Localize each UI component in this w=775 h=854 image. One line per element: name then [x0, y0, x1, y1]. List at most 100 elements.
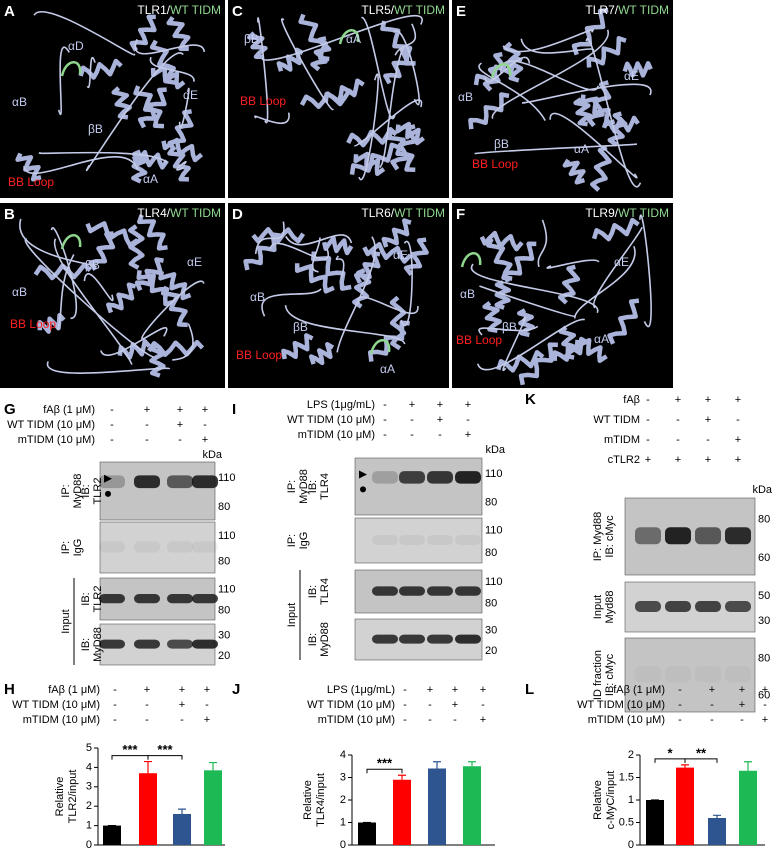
tidm-peptide: [338, 29, 360, 45]
y-tick-label: 0.5: [619, 816, 634, 828]
condition-label: LPS (1μg/mL): [307, 399, 375, 411]
helix: [111, 86, 132, 120]
helix: [128, 224, 145, 270]
panel-title: TLR6/WT TIDM: [361, 206, 445, 220]
helix: [310, 36, 332, 72]
panel-letter: L: [525, 681, 534, 698]
helix: [243, 232, 281, 271]
significance-label: ***: [122, 742, 138, 757]
y-tick-label: 0: [86, 839, 92, 851]
error-bar: [433, 761, 441, 769]
condition-mark: -: [203, 419, 207, 431]
mw-marker: 110: [485, 525, 503, 537]
ligand-name: WT TIDM: [618, 206, 669, 220]
ligand-name: WT TIDM: [618, 3, 669, 17]
loop: [254, 221, 285, 255]
error-bar: [144, 760, 152, 774]
bar: [646, 800, 664, 845]
loop: [639, 214, 652, 327]
mw-marker: 80: [485, 496, 497, 508]
ligand-name: WT TIDM: [394, 3, 445, 17]
helix: [482, 301, 502, 334]
tidm-peptide: [460, 252, 482, 268]
blot-band: [99, 593, 125, 604]
loop: [269, 242, 330, 260]
rotated-label: IB:: [307, 480, 319, 493]
loop: [172, 323, 194, 361]
blot-image: [624, 637, 756, 713]
helix: [562, 158, 586, 185]
blot-band: [167, 475, 193, 489]
condition-mark: -: [180, 714, 184, 726]
structure-panel: B TLR4/WT TIDM αE αB βB BB Loop: [0, 203, 225, 388]
rotated-label: TLR4/input: [315, 773, 327, 827]
rotated-label: MyD88: [298, 469, 310, 504]
panel-letter: J: [232, 681, 240, 698]
ligand-name: WT TIDM: [170, 206, 221, 220]
condition-mark: -: [438, 429, 442, 441]
condition-mark: +: [202, 404, 208, 416]
structure-label: αE: [187, 255, 202, 269]
loop: [38, 151, 168, 164]
rotated-label: IP:: [60, 541, 72, 554]
condition-mark: +: [762, 714, 768, 726]
blot-band: [635, 527, 661, 545]
error-bar: [468, 761, 476, 767]
blot-image: [99, 461, 216, 521]
loop: [549, 112, 638, 179]
protein-name: TLR4/: [137, 206, 170, 220]
loop: [56, 254, 75, 331]
condition-label: mTIDM (10 μM): [18, 434, 95, 446]
loop: [24, 238, 155, 358]
loop: [378, 46, 405, 169]
blot-band: [167, 639, 193, 649]
mw-marker: 80: [758, 513, 770, 525]
helix: [494, 280, 512, 310]
blot-band: [427, 634, 453, 644]
condition-mark: -: [428, 714, 432, 726]
structure-panel: D TLR6/WT TIDM αE αB βB αA BB Loop: [228, 203, 449, 388]
condition-mark: -: [410, 414, 414, 426]
condition-mark: +: [762, 684, 768, 696]
structure-label: αA: [143, 172, 158, 186]
structure-label: βB: [502, 320, 517, 334]
blot-band: [99, 541, 125, 553]
condition-label: LPS (1μg/mL): [327, 684, 395, 696]
loop: [502, 29, 594, 53]
rotated-label: IB:: [307, 633, 319, 646]
y-tick-label: 5: [86, 742, 92, 754]
condition-mark: +: [427, 684, 433, 696]
condition-label: fAβ: [623, 394, 640, 406]
blot-band: [725, 666, 751, 682]
helix: [106, 282, 137, 314]
structure-label: αB: [250, 290, 265, 304]
condition-mark: +: [179, 699, 185, 711]
blot-band: [399, 471, 425, 484]
condition-mark: -: [110, 404, 114, 416]
mw-marker: 110: [485, 468, 503, 480]
structure-label: αB: [12, 95, 27, 109]
helix: [166, 16, 191, 52]
condition-mark: -: [383, 429, 387, 441]
condition-mark: +: [144, 404, 150, 416]
condition-mark: +: [144, 684, 150, 696]
y-tick-label: 1: [86, 820, 92, 832]
blot-band: [192, 639, 218, 649]
rotated-label: ID fraction: [592, 650, 604, 700]
loop: [311, 237, 321, 273]
error-bar: [398, 774, 406, 780]
blot-band: [192, 593, 218, 604]
blot-band: [635, 601, 661, 612]
blot-band: [134, 639, 160, 649]
bar: [428, 768, 446, 845]
condition-mark: +: [465, 399, 471, 411]
band-arrow: [104, 474, 112, 483]
condition-mark: +: [437, 414, 443, 426]
loop: [83, 273, 114, 302]
condition-mark: -: [428, 699, 432, 711]
loop: [53, 238, 133, 365]
condition-mark: -: [646, 394, 650, 406]
helix: [88, 231, 116, 272]
bar: [708, 818, 726, 845]
